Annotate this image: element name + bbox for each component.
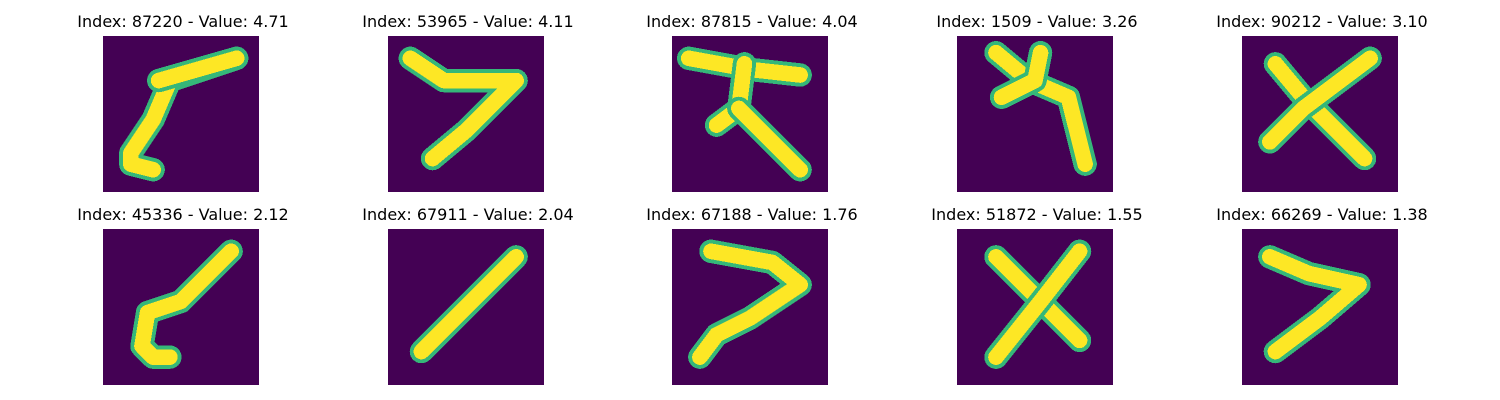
panel-title: Index: 45336 - Value: 2.12 — [77, 205, 289, 224]
digit-image — [388, 229, 544, 385]
panel-title: Index: 67911 - Value: 2.04 — [362, 205, 574, 224]
digit-image — [672, 229, 828, 385]
panel-title: Index: 66269 - Value: 1.38 — [1216, 205, 1428, 224]
panel-title: Index: 87815 - Value: 4.04 — [646, 12, 858, 31]
panel-title: Index: 51872 - Value: 1.55 — [931, 205, 1143, 224]
digit-image — [1242, 36, 1398, 192]
panel-title: Index: 53965 - Value: 4.11 — [362, 12, 574, 31]
digit-image — [672, 36, 828, 192]
digit-image — [1242, 229, 1398, 385]
panel-title: Index: 87220 - Value: 4.71 — [77, 12, 289, 31]
digit-image — [388, 36, 544, 192]
digit-image — [957, 229, 1113, 385]
panel-title: Index: 90212 - Value: 3.10 — [1216, 12, 1428, 31]
panel-title: Index: 67188 - Value: 1.76 — [646, 205, 858, 224]
panel-title: Index: 1509 - Value: 3.26 — [936, 12, 1138, 31]
digit-image — [957, 36, 1113, 192]
digit-image — [103, 36, 259, 192]
digit-image — [103, 229, 259, 385]
